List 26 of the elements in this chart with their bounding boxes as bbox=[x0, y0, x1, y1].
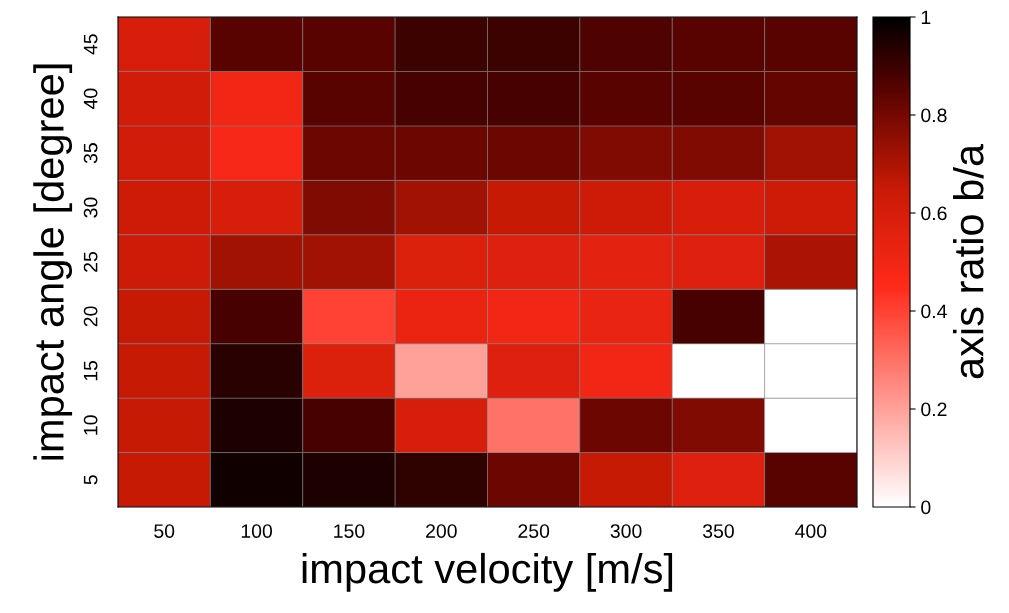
x-axis-title: impact velocity [m/s] bbox=[302, 552, 673, 592]
x-tick-label: 300 bbox=[610, 524, 642, 538]
color-bar-label: 0.8 bbox=[921, 108, 947, 123]
x-tick-label: 100 bbox=[241, 524, 273, 538]
x-tick-label: 350 bbox=[702, 524, 734, 538]
x-tick-label: 150 bbox=[334, 524, 365, 538]
color-bar-title: axis ratio b/a bbox=[953, 143, 984, 379]
y-tick-label: 5 bbox=[83, 475, 98, 485]
y-axis-title: impact angle [degree] bbox=[33, 64, 73, 460]
y-tick-label: 25 bbox=[83, 252, 98, 272]
y-tick-label: 20 bbox=[83, 306, 98, 327]
y-tick-label: 35 bbox=[83, 143, 98, 164]
color-bar-label: 0 bbox=[921, 500, 931, 515]
y-tick-label: 15 bbox=[83, 360, 98, 381]
y-tick-label: 45 bbox=[83, 34, 98, 55]
color-bar-label: 0.4 bbox=[921, 304, 947, 319]
x-tick-label: 250 bbox=[518, 524, 550, 538]
x-tick-label: 200 bbox=[426, 524, 457, 538]
x-tick-label: 50 bbox=[154, 524, 175, 538]
color-bar-label: 1 bbox=[921, 10, 931, 25]
color-bar-label: 0.6 bbox=[921, 206, 947, 221]
color-bar-label: 0.2 bbox=[921, 402, 947, 417]
y-tick-label: 10 bbox=[83, 415, 98, 435]
y-tick-label: 30 bbox=[83, 197, 98, 218]
x-tick-label: 400 bbox=[795, 524, 827, 538]
y-tick-label: 40 bbox=[83, 88, 98, 110]
